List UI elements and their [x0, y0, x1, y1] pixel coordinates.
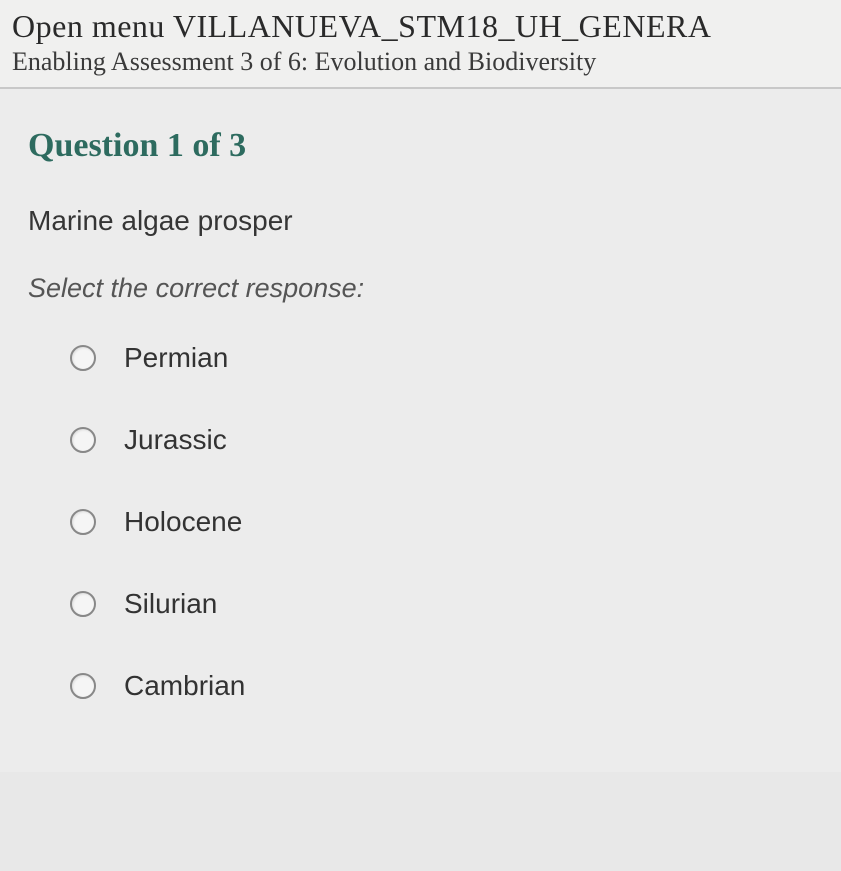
option-label: Permian — [124, 342, 228, 374]
option-holocene[interactable]: Holocene — [70, 506, 813, 538]
option-label: Holocene — [124, 506, 242, 538]
option-label: Silurian — [124, 588, 217, 620]
menu-course-title[interactable]: Open menu VILLANUEVA_STM18_UH_GENERA — [12, 8, 829, 45]
radio-icon[interactable] — [70, 591, 96, 617]
radio-icon[interactable] — [70, 509, 96, 535]
question-content: Question 1 of 3 Marine algae prosper Sel… — [0, 89, 841, 772]
option-label: Jurassic — [124, 424, 227, 456]
option-label: Cambrian — [124, 670, 245, 702]
radio-icon[interactable] — [70, 673, 96, 699]
option-cambrian[interactable]: Cambrian — [70, 670, 813, 702]
radio-icon[interactable] — [70, 427, 96, 453]
assessment-subtitle: Enabling Assessment 3 of 6: Evolution an… — [12, 47, 829, 77]
radio-icon[interactable] — [70, 345, 96, 371]
instruction-text: Select the correct response: — [28, 273, 813, 304]
question-prompt: Marine algae prosper — [28, 205, 813, 237]
option-jurassic[interactable]: Jurassic — [70, 424, 813, 456]
options-list: Permian Jurassic Holocene Silurian Cambr… — [28, 342, 813, 702]
page-header: Open menu VILLANUEVA_STM18_UH_GENERA Ena… — [0, 0, 841, 89]
option-permian[interactable]: Permian — [70, 342, 813, 374]
option-silurian[interactable]: Silurian — [70, 588, 813, 620]
question-number-title: Question 1 of 3 — [28, 127, 813, 165]
